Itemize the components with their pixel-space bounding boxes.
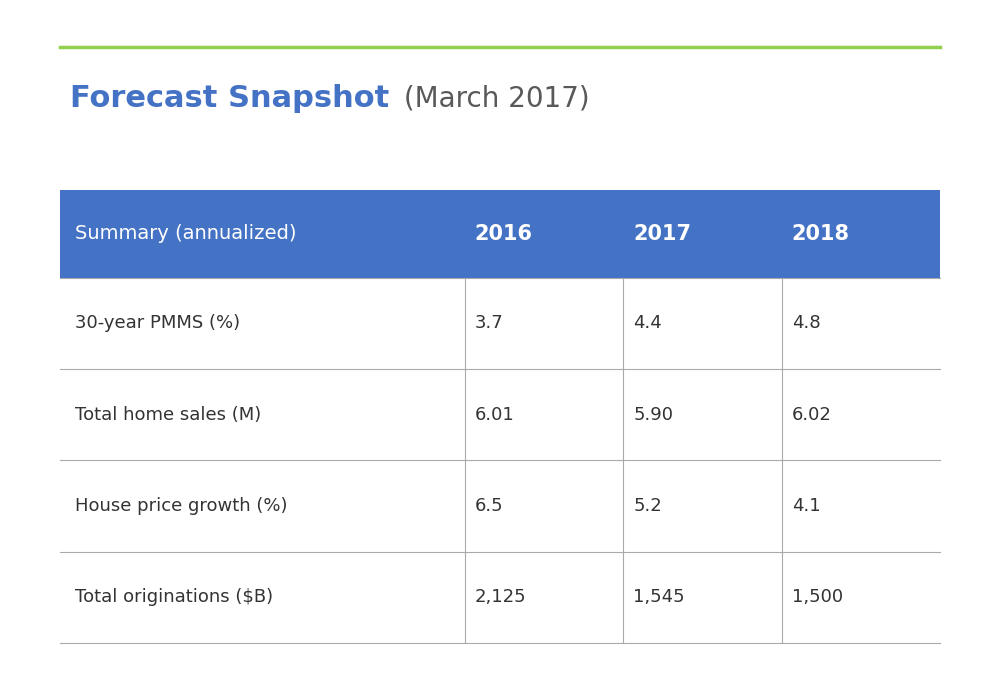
Text: 2,125: 2,125 xyxy=(475,588,526,607)
Text: 5.90: 5.90 xyxy=(633,406,673,424)
Text: 4.4: 4.4 xyxy=(633,314,662,332)
Bar xyxy=(60,190,940,278)
Text: 1,545: 1,545 xyxy=(633,588,685,607)
Text: 1,500: 1,500 xyxy=(792,588,843,607)
Text: 6.02: 6.02 xyxy=(792,406,831,424)
Text: Total home sales (M): Total home sales (M) xyxy=(75,406,261,424)
Text: 2018: 2018 xyxy=(792,223,850,244)
Text: (March 2017): (March 2017) xyxy=(395,84,590,112)
Text: 6.01: 6.01 xyxy=(475,406,515,424)
Text: 6.5: 6.5 xyxy=(475,497,503,515)
Text: Summary (annualized): Summary (annualized) xyxy=(75,224,296,243)
Text: House price growth (%): House price growth (%) xyxy=(75,497,288,515)
Text: 30-year PMMS (%): 30-year PMMS (%) xyxy=(75,314,240,332)
Text: 5.2: 5.2 xyxy=(633,497,662,515)
Text: 4.8: 4.8 xyxy=(792,314,820,332)
Text: Total originations ($B): Total originations ($B) xyxy=(75,588,273,607)
Text: 3.7: 3.7 xyxy=(475,314,504,332)
Text: 4.1: 4.1 xyxy=(792,497,820,515)
Text: Forecast Snapshot: Forecast Snapshot xyxy=(70,84,389,112)
Text: 2016: 2016 xyxy=(475,223,533,244)
Text: 2017: 2017 xyxy=(633,223,691,244)
